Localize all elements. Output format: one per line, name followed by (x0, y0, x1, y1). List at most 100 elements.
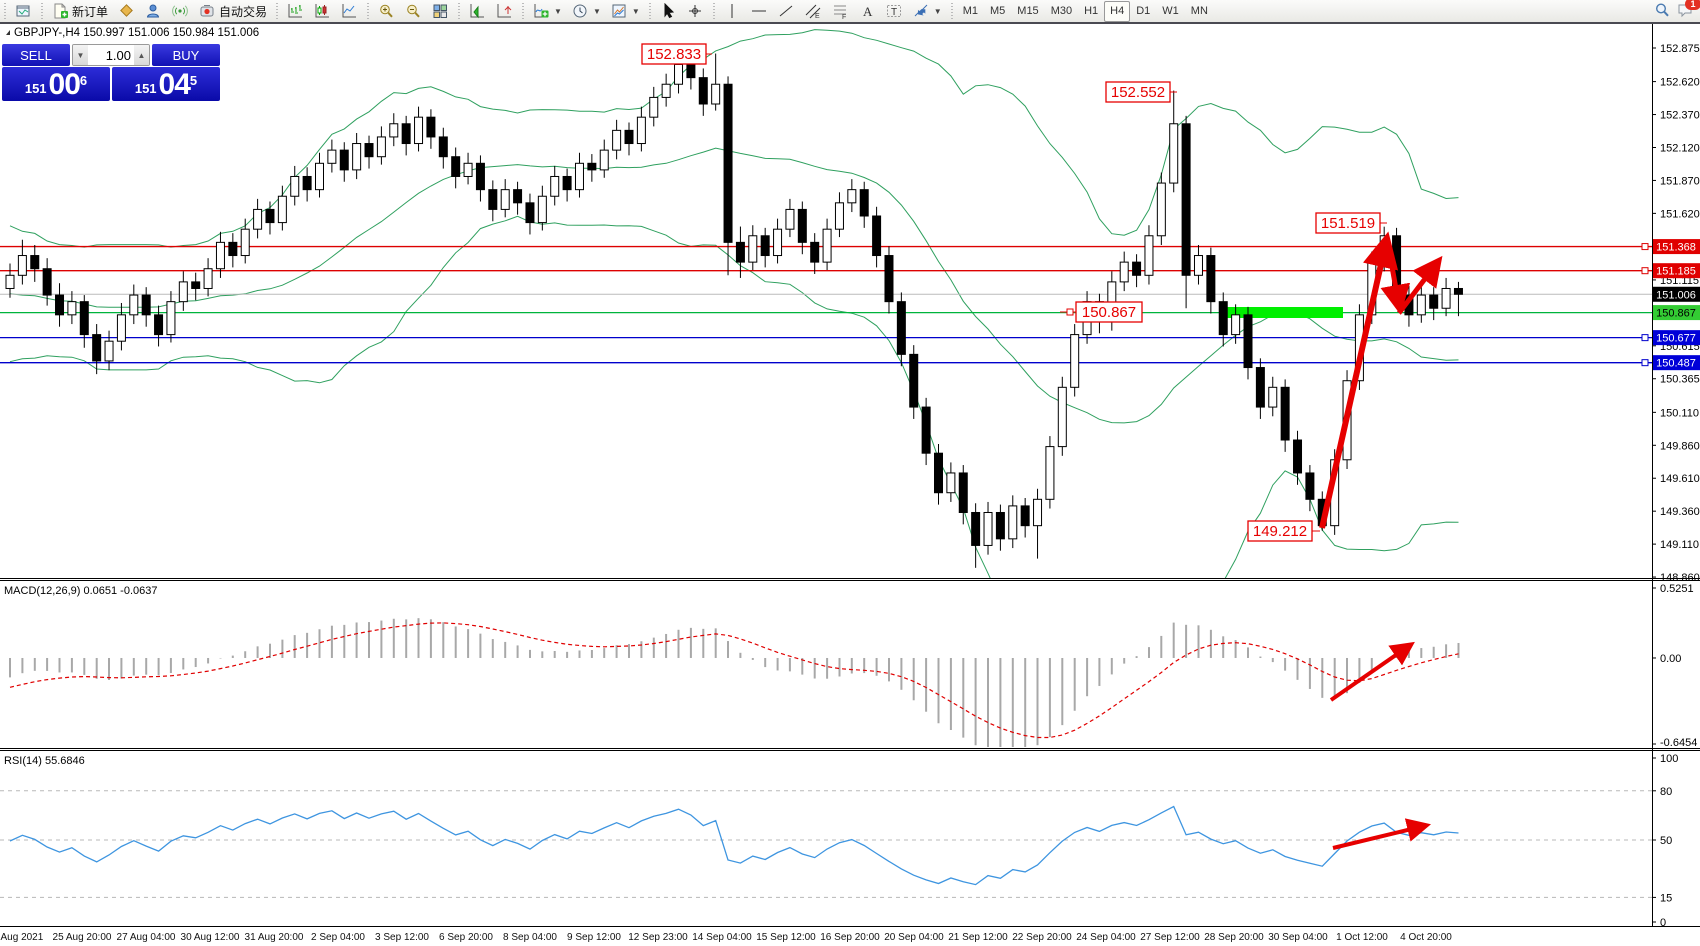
zoom-in-button[interactable] (374, 1, 399, 22)
volume-input[interactable] (88, 45, 134, 65)
price-axis-label: 149.110 (1660, 539, 1699, 551)
label-tool-button[interactable]: T (882, 1, 907, 22)
timeframe-M15-button[interactable]: M15 (1017, 5, 1039, 17)
periods-icon (572, 3, 589, 19)
data-window-button[interactable] (141, 1, 166, 22)
timeframe-H1-button[interactable]: H1 (1084, 5, 1099, 17)
candle (475, 162, 485, 191)
rsi-line (9, 805, 1459, 886)
notifications-button[interactable]: 1 (1677, 0, 1700, 21)
sell-button[interactable]: SELL (2, 44, 70, 66)
bar-chart-button[interactable] (283, 1, 308, 22)
timeframe-M1-button[interactable]: M1 (962, 5, 978, 17)
bid-price-pip: 6 (79, 73, 88, 88)
ask-price[interactable]: 151 04 5 (112, 67, 220, 101)
search-button[interactable] (1654, 2, 1671, 21)
candle (686, 63, 696, 79)
macd-axis-label: 0.5251 (1660, 583, 1694, 595)
candle (451, 156, 461, 177)
price-axis-label: 150.365 (1660, 374, 1700, 386)
candle (253, 208, 263, 230)
timeframe-M5-button[interactable]: M5 (990, 5, 1006, 17)
callout-152.552[interactable]: 152.552 (1111, 84, 1165, 101)
candle (500, 189, 510, 210)
templates-menu-button[interactable]: ▼ (607, 1, 644, 22)
main-toolbar: 新订单 自动交易 ▼ ▼ ▼ E F A T ▼ M1 M5 M15 M30 H1 H4 D1 W1 MN 1 (0, 0, 1700, 24)
candle (1305, 472, 1315, 500)
chart-shift-button[interactable] (492, 1, 517, 22)
channel-tool-button[interactable]: E (801, 1, 826, 22)
timeframe-D1-button[interactable]: D1 (1136, 5, 1151, 17)
candle (116, 314, 126, 342)
market-watch-button[interactable] (114, 1, 139, 22)
horizontal-line-tool-button[interactable] (747, 1, 772, 22)
bid-price[interactable]: 151 00 6 (2, 67, 110, 101)
chevron-down-icon: ▼ (631, 6, 640, 16)
red-arrow[interactable] (1329, 641, 1415, 702)
candle (327, 149, 337, 164)
candle (55, 294, 65, 316)
callout-151.519[interactable]: 151.519 (1321, 215, 1375, 232)
auto-trading-button[interactable]: 自动交易 (195, 1, 271, 22)
red-arrow[interactable] (1397, 255, 1443, 315)
chart-canvas[interactable]: 152.875 152.620 152.370 152.120 151.870 151.6… (0, 24, 1700, 946)
price-callouts[interactable]: 152.833 152.552 151.519 150.867 149.212 (641, 43, 1387, 542)
candle (983, 511, 993, 546)
candle (438, 136, 448, 158)
time-axis-label: 22 Sep 20:00 (1012, 932, 1072, 943)
candlestick-chart-button[interactable] (310, 1, 335, 22)
callout-150.867[interactable]: 150.867 (1082, 304, 1136, 321)
candle (1231, 314, 1241, 336)
periods-menu-button[interactable]: ▼ (568, 1, 605, 22)
support-zone-bar[interactable] (1225, 307, 1343, 318)
rsi-axis-label: 100 (1660, 753, 1678, 765)
trend-arrows[interactable] (1319, 231, 1443, 850)
candle (537, 195, 547, 224)
candle (339, 149, 349, 171)
volume-decrease-button[interactable]: ▼ (73, 45, 88, 65)
time-axis-label: 30 Aug 12:00 (181, 932, 240, 943)
crosshair-tool-button[interactable] (683, 1, 708, 22)
terminal-window-button[interactable] (11, 1, 36, 22)
trendline-tool-button[interactable] (774, 1, 799, 22)
signals-button[interactable] (168, 1, 193, 22)
candle (1020, 505, 1030, 527)
ask-price-main: 04 (158, 68, 191, 101)
zoom-out-button[interactable] (401, 1, 426, 22)
candle (364, 143, 374, 158)
red-arrow[interactable] (1380, 243, 1411, 315)
candle (995, 511, 1005, 540)
callout-149.212[interactable]: 149.212 (1253, 523, 1307, 540)
text-tool-button[interactable]: A (855, 1, 880, 22)
candle (389, 123, 399, 138)
new-order-button[interactable]: 新订单 (48, 1, 112, 22)
tile-windows-button[interactable] (428, 1, 453, 22)
callout-152.833[interactable]: 152.833 (647, 46, 701, 63)
toolbar-group-grip (711, 3, 717, 19)
cursor-tool-button[interactable] (656, 1, 681, 22)
candle (1429, 294, 1439, 309)
volume-increase-button[interactable]: ▲ (134, 45, 149, 65)
auto-scroll-button[interactable] (465, 1, 490, 22)
timeframe-MN-button[interactable]: MN (1190, 5, 1208, 17)
timeframe-M30-button[interactable]: M30 (1050, 5, 1073, 17)
timeframe-H4-button[interactable]: H4 (1104, 0, 1131, 22)
timeframe-W1-button[interactable]: W1 (1162, 5, 1179, 17)
fibonacci-tool-button[interactable]: F (828, 1, 853, 22)
red-arrow[interactable] (1332, 818, 1431, 850)
line-chart-button[interactable] (337, 1, 362, 22)
vertical-line-tool-button[interactable] (720, 1, 745, 22)
candle (550, 175, 560, 197)
candle (1132, 261, 1142, 276)
price-axis-label: 152.120 (1660, 142, 1700, 154)
shapes-menu-button[interactable]: ▼ (909, 1, 946, 22)
indicators-menu-button[interactable]: ▼ (529, 1, 566, 22)
candle (240, 228, 250, 257)
time-axis-label: 20 Sep 04:00 (884, 932, 944, 943)
candle (624, 129, 634, 145)
candle (971, 511, 981, 546)
buy-button[interactable]: BUY (152, 44, 220, 66)
candle (1243, 314, 1253, 369)
red-arrow[interactable] (1319, 231, 1399, 529)
candle (352, 143, 362, 171)
